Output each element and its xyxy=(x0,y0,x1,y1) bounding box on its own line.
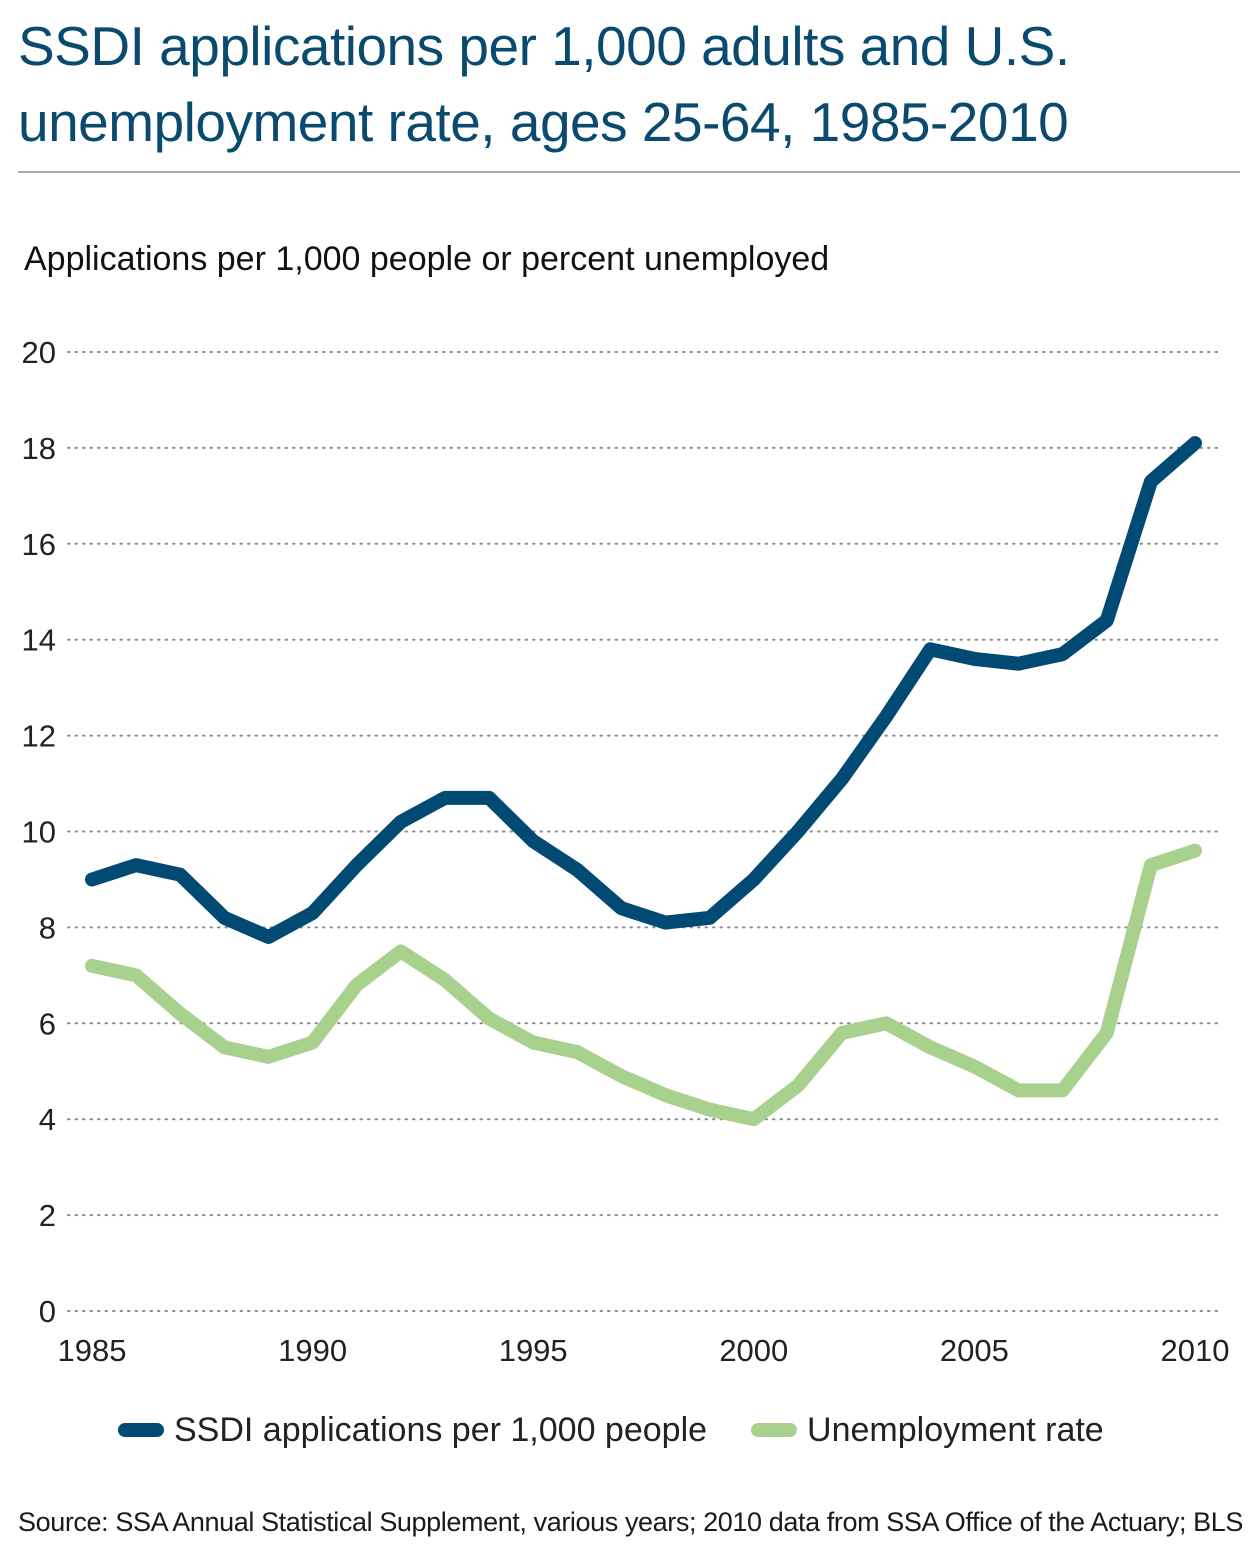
y-tick-label: 20 xyxy=(22,335,56,370)
chart-title: SSDI applications per 1,000 adults and U… xyxy=(18,15,1070,153)
legend-item-ssdi: SSDI applications per 1,000 people xyxy=(118,1411,707,1450)
x-tick-label: 2010 xyxy=(1161,1333,1230,1368)
y-tick-labels: 0 2 4 6 8 10 12 14 16 18 20 xyxy=(22,335,56,1329)
y-tick-label: 2 xyxy=(39,1198,56,1233)
legend: SSDI applications per 1,000 people Unemp… xyxy=(118,1408,1148,1452)
series-line-unemployment xyxy=(85,843,1202,1127)
legend-swatch-ssdi xyxy=(118,1423,164,1437)
y-tick-label: 4 xyxy=(39,1102,56,1137)
y-tick-label: 12 xyxy=(22,719,56,754)
x-tick-label: 1990 xyxy=(278,1333,347,1368)
y-axis-label: Applications per 1,000 people or percent… xyxy=(24,240,830,278)
source-note: Source: SSA Annual Statistical Supplemen… xyxy=(18,1507,1244,1537)
gridlines xyxy=(67,351,1221,1312)
y-tick-label: 0 xyxy=(39,1294,56,1329)
legend-label-ssdi: SSDI applications per 1,000 people xyxy=(174,1410,708,1449)
line-chart: 0 2 4 6 8 10 12 14 16 18 20 1985 1990 1995 2000 2005 20… xyxy=(22,335,1230,1368)
x-tick-label: 1985 xyxy=(58,1333,127,1368)
legend-item-unemployment: Unemployment rate xyxy=(751,1411,1104,1450)
y-tick-label: 16 xyxy=(22,527,56,562)
x-tick-label: 1995 xyxy=(499,1333,568,1368)
legend-swatch-unemployment xyxy=(751,1423,798,1437)
y-tick-label: 8 xyxy=(39,910,56,945)
x-tick-labels: 1985 1990 1995 2000 2005 2010 xyxy=(58,1333,1230,1368)
series-line-ssdi xyxy=(85,436,1202,944)
title-divider xyxy=(18,171,1240,173)
legend-label-unemployment: Unemployment rate xyxy=(807,1410,1104,1449)
x-tick-label: 2000 xyxy=(719,1333,788,1368)
x-tick-label: 2005 xyxy=(940,1333,1009,1368)
y-tick-label: 6 xyxy=(39,1006,56,1041)
y-tick-label: 10 xyxy=(22,815,56,850)
y-tick-label: 14 xyxy=(22,623,56,658)
series-lines xyxy=(85,436,1202,1127)
y-tick-label: 18 xyxy=(22,431,56,466)
